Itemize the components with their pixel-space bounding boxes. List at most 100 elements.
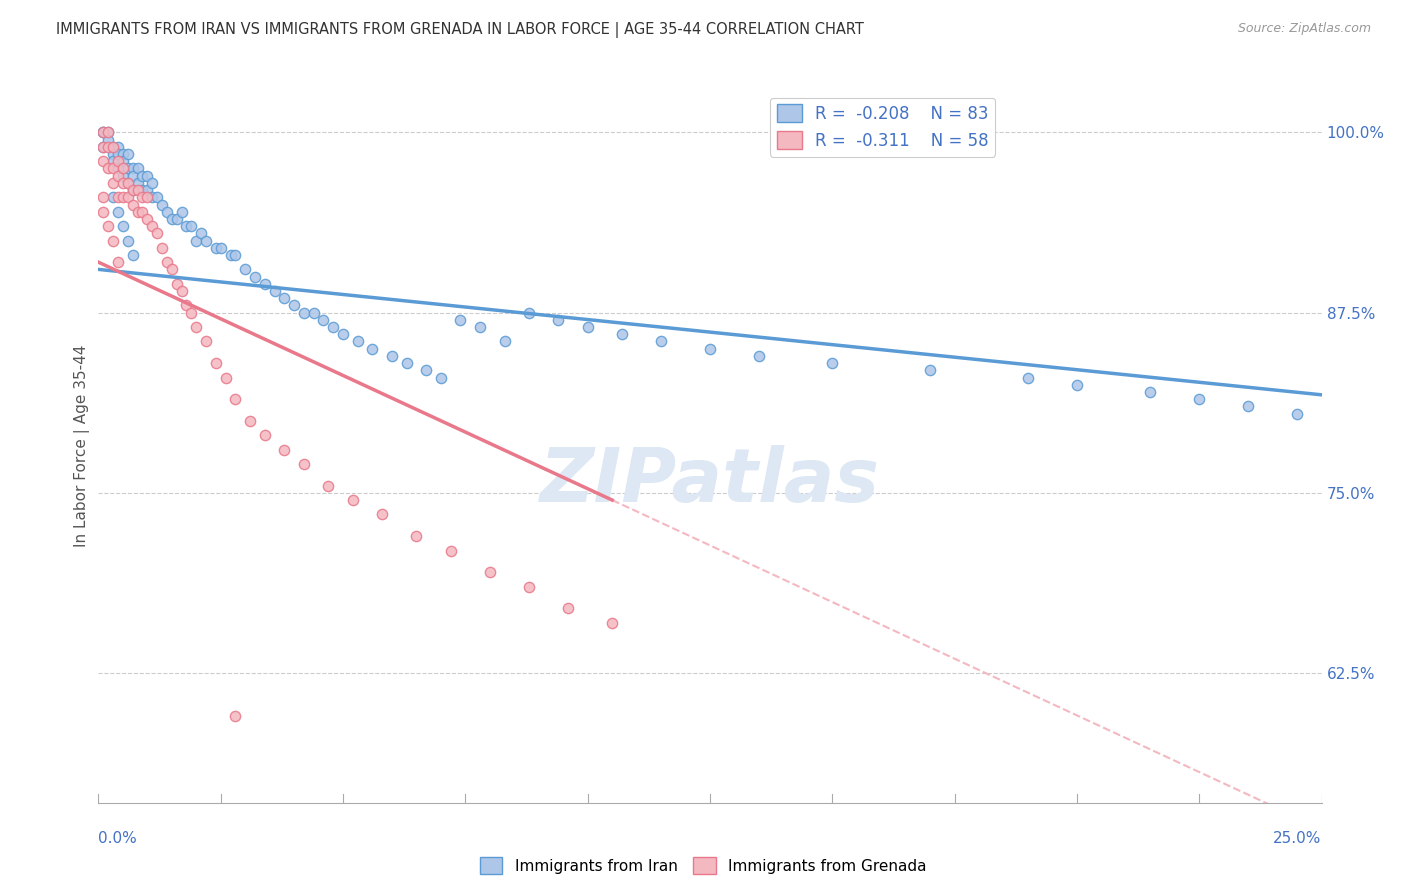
Point (195, 234, 218, 248)
Point (273, 291, 295, 305)
Point (91, 125, 114, 139)
Point (107, 161, 129, 176)
Point (136, 190, 159, 204)
Point (239, 414, 262, 428)
Point (111, 219, 134, 234)
Text: Source: ZipAtlas.com: Source: ZipAtlas.com (1237, 22, 1371, 36)
Point (121, 183, 143, 197)
Point (101, 147, 124, 161)
Point (117, 190, 139, 204)
Point (170, 284, 193, 298)
Point (468, 320, 491, 334)
Point (91, 204, 114, 219)
Point (547, 313, 569, 327)
Point (920, 363, 942, 377)
Point (478, 565, 501, 579)
Point (101, 140, 124, 154)
Point (97, 133, 120, 147)
Point (91, 140, 114, 154)
Point (107, 190, 129, 204)
Point (91, 190, 114, 204)
Point (176, 298, 198, 312)
Point (111, 169, 134, 183)
Point (136, 183, 159, 197)
Point (395, 356, 418, 370)
Point (283, 298, 305, 312)
Point (219, 248, 242, 262)
Point (748, 349, 770, 363)
Point (141, 176, 163, 190)
Point (131, 169, 153, 183)
Point (600, 615, 623, 630)
Point (166, 211, 188, 226)
Point (117, 161, 139, 176)
Point (121, 197, 143, 211)
Point (101, 161, 124, 176)
Point (312, 313, 335, 327)
Point (650, 334, 672, 349)
Point (101, 176, 124, 190)
Point (610, 327, 633, 342)
Point (233, 262, 256, 277)
Point (557, 601, 579, 615)
Point (91, 125, 114, 139)
Point (97, 161, 120, 176)
Text: 0.0%: 0.0% (98, 831, 138, 847)
Point (205, 356, 228, 370)
Point (273, 442, 295, 457)
Point (97, 125, 120, 139)
Point (332, 327, 354, 342)
Point (150, 241, 173, 255)
Point (117, 176, 139, 190)
Point (1237, 400, 1260, 414)
Point (107, 204, 129, 219)
Point (405, 529, 427, 543)
Point (156, 255, 179, 269)
Text: ZIPatlas: ZIPatlas (540, 445, 880, 518)
Point (101, 140, 124, 154)
Point (121, 161, 143, 176)
Point (186, 234, 208, 248)
Point (1188, 392, 1211, 406)
Point (214, 370, 236, 384)
Point (415, 363, 437, 377)
Point (127, 183, 149, 197)
Point (263, 284, 285, 298)
Legend: R =  -0.208    N = 83, R =  -0.311    N = 58: R = -0.208 N = 83, R = -0.311 N = 58 (770, 97, 995, 156)
Point (97, 125, 120, 139)
Point (101, 234, 124, 248)
Point (205, 241, 228, 255)
Point (517, 580, 540, 594)
Point (318, 478, 340, 492)
Point (107, 140, 129, 154)
Point (127, 161, 149, 176)
Point (111, 147, 134, 161)
Point (1017, 370, 1039, 384)
Point (170, 204, 193, 219)
Point (121, 169, 143, 183)
Point (150, 197, 173, 211)
Text: 25.0%: 25.0% (1274, 831, 1322, 847)
Point (292, 457, 315, 471)
Point (224, 248, 246, 262)
Point (821, 356, 844, 370)
Point (136, 169, 159, 183)
Text: IMMIGRANTS FROM IRAN VS IMMIGRANTS FROM GRENADA IN LABOR FORCE | AGE 35-44 CORRE: IMMIGRANTS FROM IRAN VS IMMIGRANTS FROM … (56, 22, 865, 38)
Point (121, 183, 143, 197)
Point (127, 204, 149, 219)
Point (107, 147, 129, 161)
Point (121, 248, 143, 262)
Point (107, 154, 129, 169)
Point (160, 211, 183, 226)
Legend: Immigrants from Iran, Immigrants from Grenada: Immigrants from Iran, Immigrants from Gr… (474, 851, 932, 880)
Point (361, 342, 384, 356)
Point (450, 313, 472, 327)
Point (253, 277, 276, 291)
Point (224, 392, 246, 406)
Point (111, 161, 134, 176)
Point (494, 334, 516, 349)
Point (180, 219, 202, 234)
Point (136, 211, 159, 226)
Y-axis label: In Labor Force | Age 35-44: In Labor Force | Age 35-44 (75, 345, 90, 547)
Point (322, 320, 344, 334)
